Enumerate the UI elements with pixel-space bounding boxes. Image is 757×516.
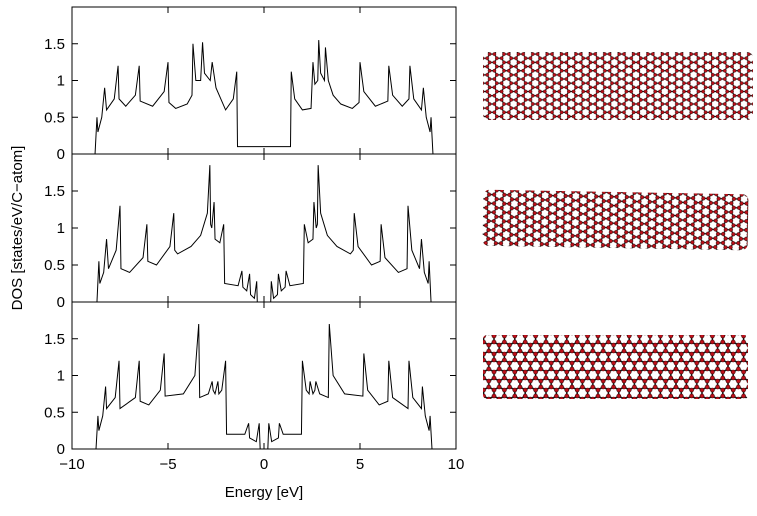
y-tick-label: 1 [57,73,65,90]
x-axis-label: Energy [eV] [225,484,303,501]
y-tick-label: 0.5 [44,257,65,274]
y-tick-label: 0 [57,441,65,458]
y-tick-label: 0.5 [44,404,65,421]
dos-curve [95,324,433,450]
panel-frame [71,153,457,303]
nanotube-armchair [483,52,753,120]
y-tick-label: 0 [57,294,65,311]
panel-frame [71,301,457,450]
nanotube-images [482,52,753,399]
y-tick-label: 0.5 [44,109,65,126]
x-tick-label: 5 [356,456,364,473]
y-tick-label: 1 [57,220,65,237]
x-tick-label: 0 [260,456,268,473]
dos-curve [96,165,432,303]
y-tick-label: 1 [57,368,65,385]
x-tick-label: −10 [59,456,84,473]
y-tick-label: 1.5 [44,36,65,53]
y-tick-label: 1.5 [44,331,65,348]
y-axis-label: DOS [states/eV/C−atom] [9,146,26,311]
y-tick-label: 0 [57,146,65,163]
nanotube-chiral [483,335,748,399]
x-tick-label: −5 [159,456,176,473]
x-tick-label: 10 [448,456,465,473]
y-tick-label: 1.5 [44,183,65,200]
nanotube-defect [482,189,749,251]
dos-curve [94,40,434,155]
panel-frame [71,6,457,155]
